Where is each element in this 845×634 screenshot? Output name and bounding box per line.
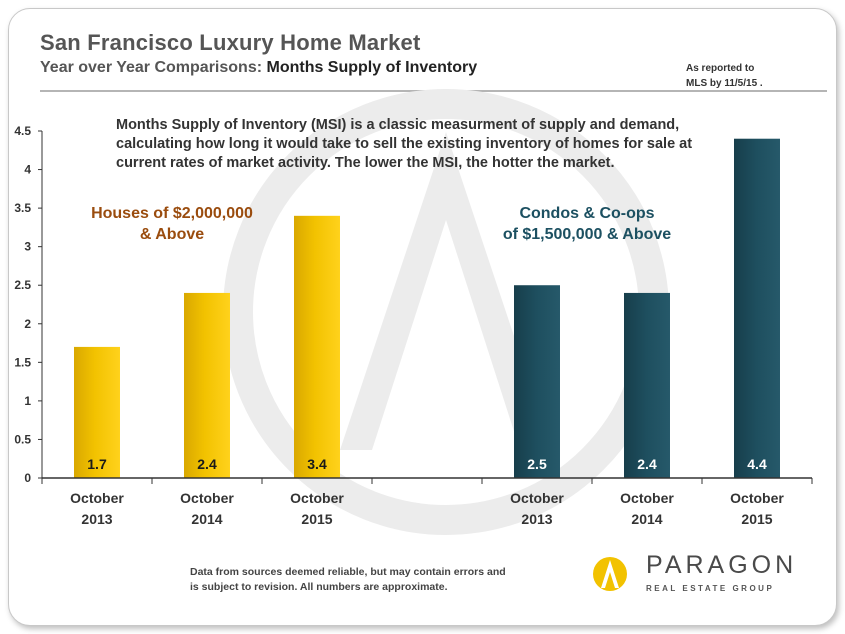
subtitle-main: Months Supply of Inventory <box>266 59 478 76</box>
x-tick-label: October 2014 <box>620 490 674 527</box>
houses-label-line-1: Houses of $2,000,000 <box>91 205 253 222</box>
x-tick-label: October 2013 <box>70 490 124 527</box>
brand-subtitle: REAL ESTATE GROUP <box>646 584 775 593</box>
page-subtitle: Year over Year Comparisons: Months Suppl… <box>40 59 477 77</box>
houses-group-label: Houses of $2,000,000 & Above <box>82 203 262 245</box>
bar-condos-5 <box>624 292 670 478</box>
y-tick-label: 0.5 <box>14 432 31 446</box>
chart-description: Months Supply of Inventory (MSI) is a cl… <box>116 117 693 171</box>
y-tick-label: 1 <box>24 394 31 408</box>
data-label-2: 3.4 <box>307 456 327 472</box>
page-title: San Francisco Luxury Home Market <box>40 30 421 55</box>
y-tick-label: 3.5 <box>14 201 31 215</box>
data-label-6: 4.4 <box>747 456 767 472</box>
reported-line-1: As reported to <box>686 63 755 74</box>
subtitle-prefix: Year over Year Comparisons: <box>40 59 267 76</box>
condos-label-line-2: of $1,500,000 & Above <box>502 226 672 243</box>
y-tick-label: 1.5 <box>14 355 31 369</box>
y-tick-label: 2.5 <box>14 278 31 292</box>
y-tick-label: 3 <box>24 240 31 254</box>
bar-condos-4 <box>514 285 560 478</box>
x-tick-label: October 2015 <box>730 490 784 527</box>
reported-note: As reported to MLS by 11/5/15 . <box>686 61 763 91</box>
x-tick-label: October 2014 <box>180 490 234 527</box>
x-tick-label: October 2013 <box>510 490 564 527</box>
data-label-4: 2.5 <box>527 456 547 472</box>
bar-houses-2 <box>294 215 340 479</box>
condos-label-line-1: Condos & Co-ops <box>519 205 655 222</box>
y-tick-label: 4.5 <box>14 124 31 138</box>
y-tick-label: 2 <box>24 317 31 331</box>
disclaimer-line-2: is subject to revision. All numbers are … <box>190 581 448 593</box>
x-tick-label: October 2015 <box>290 490 344 527</box>
data-label-1: 2.4 <box>197 456 217 472</box>
brand-name: PARAGON <box>646 551 798 579</box>
bar-houses-0 <box>74 346 120 478</box>
bar-condos-6 <box>734 138 780 478</box>
y-tick-label: 4 <box>24 163 31 177</box>
reported-line-2: MLS by 11/5/15 . <box>686 78 763 89</box>
y-tick-label: 0 <box>24 471 31 485</box>
data-label-5: 2.4 <box>637 456 657 472</box>
bar-houses-1 <box>184 292 230 478</box>
data-label-0: 1.7 <box>87 456 107 472</box>
disclaimer: Data from sources deemed reliable, but m… <box>190 565 506 595</box>
houses-label-line-2: & Above <box>139 226 205 243</box>
disclaimer-line-1: Data from sources deemed reliable, but m… <box>190 566 506 578</box>
condos-group-label: Condos & Co-ops of $1,500,000 & Above <box>482 203 692 245</box>
